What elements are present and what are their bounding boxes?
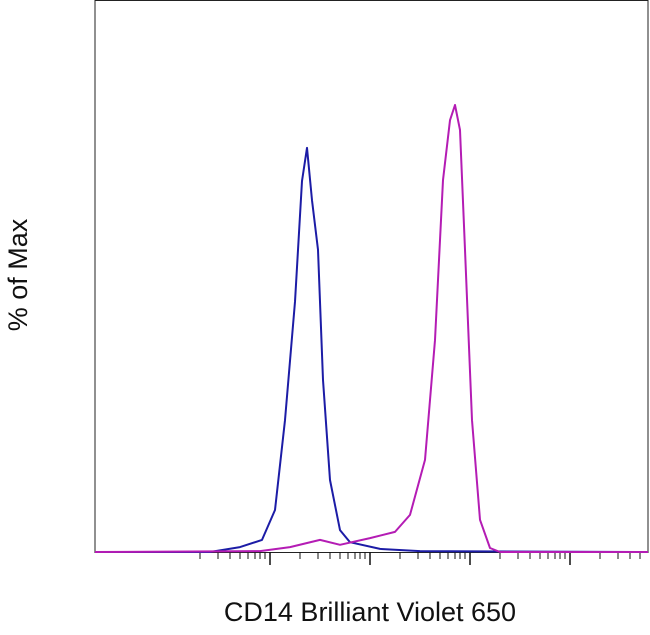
histogram-line — [95, 146, 649, 553]
plot-frame — [94, 0, 649, 553]
histogram-line — [94, 104, 648, 553]
x-axis-label: CD14 Brilliant Violet 650 — [224, 597, 516, 627]
y-axis-label: % of Max — [3, 218, 33, 331]
